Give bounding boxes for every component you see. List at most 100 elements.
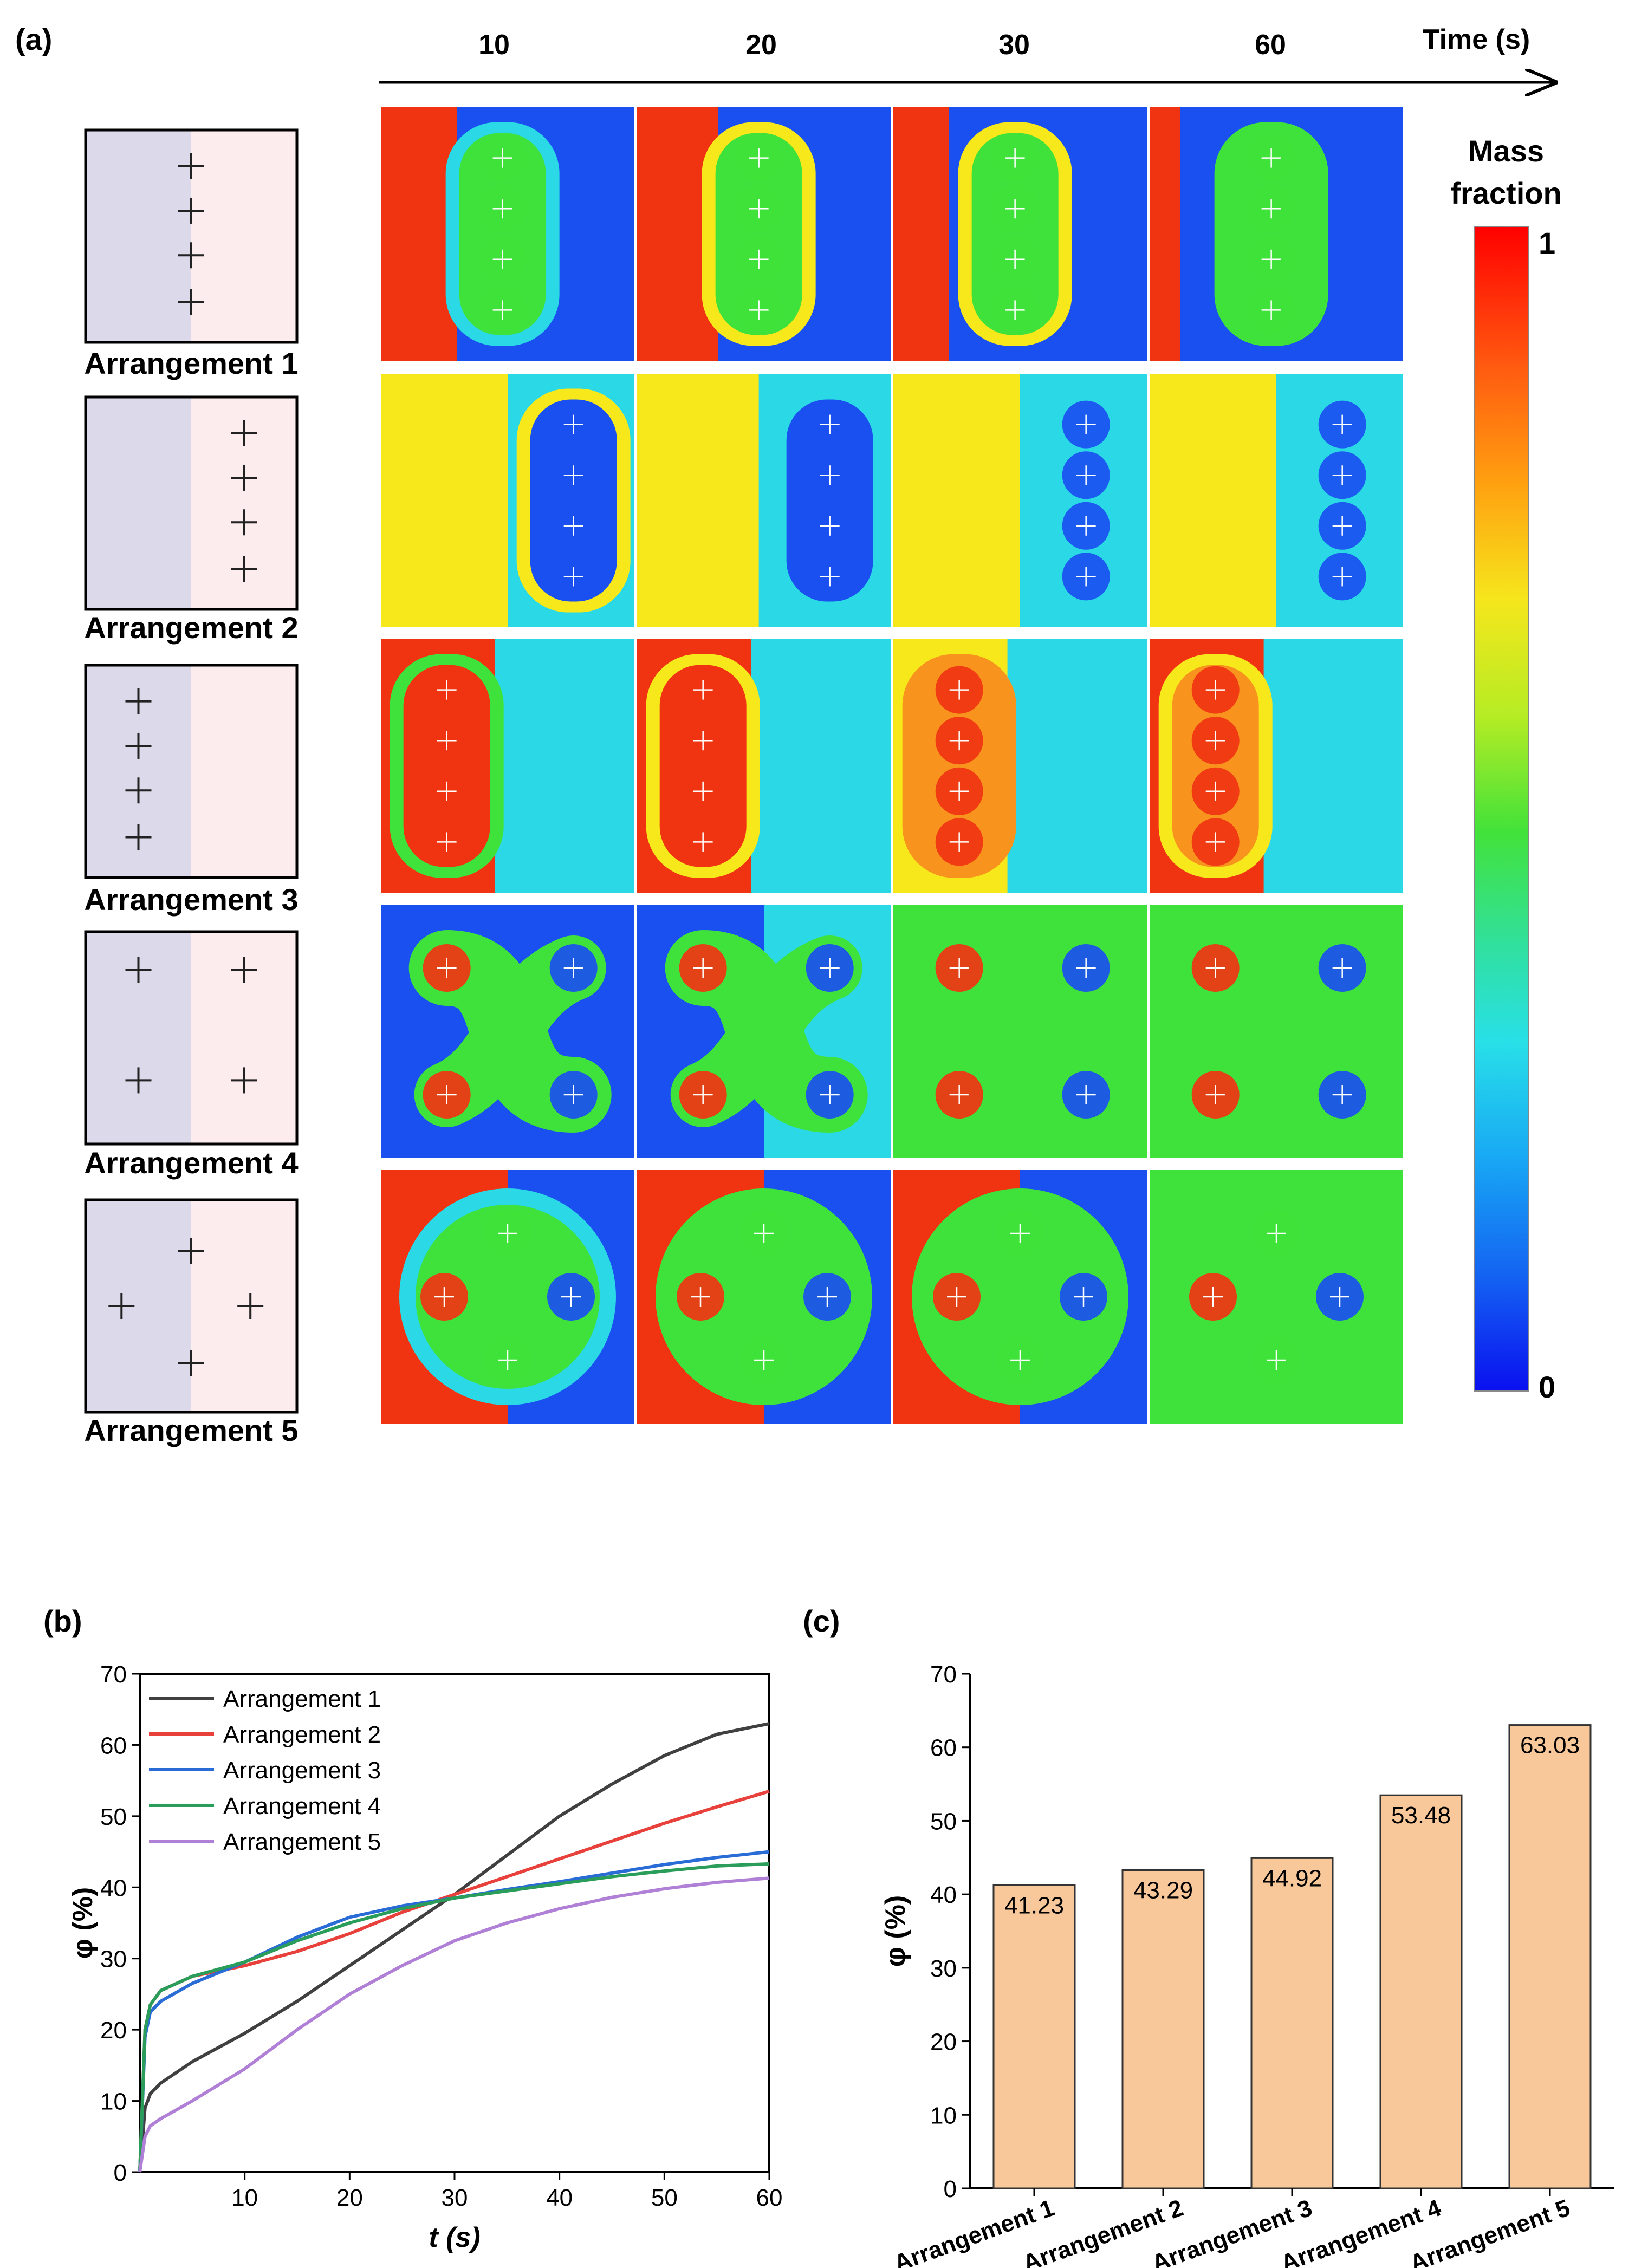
- contour-cell: [637, 107, 891, 361]
- y-tick-label: 50: [930, 1808, 957, 1835]
- bar: [1121, 1869, 1205, 2189]
- mixing-region: [928, 1205, 1112, 1389]
- bar-value-label: 63.03: [1520, 1732, 1580, 1759]
- impeller-cross-icon: [125, 777, 152, 804]
- schematic-border: [84, 1198, 299, 1414]
- impeller-cross-icon: [231, 464, 257, 491]
- mixing-region: [530, 399, 617, 602]
- y-axis-label: φ (%): [67, 1887, 99, 1959]
- arrangement-schematic: [84, 930, 299, 1146]
- contour-cell: [637, 1170, 891, 1424]
- y-tick-label: 70: [100, 1661, 127, 1688]
- schematic-border: [84, 930, 299, 1146]
- series-line: [138, 1722, 770, 2173]
- impeller-cross-icon: [108, 1293, 135, 1319]
- legend-label: Arrangement 2: [223, 1721, 381, 1748]
- cell-left-fluid: [893, 107, 949, 361]
- contour-cell: [893, 905, 1147, 1158]
- mixing-region: [715, 133, 802, 335]
- mixing-region: [971, 133, 1059, 335]
- impeller-cross-icon: [231, 556, 257, 582]
- mixing-region: [1228, 133, 1315, 335]
- contour-cell: [1150, 1170, 1403, 1424]
- impeller-cross-icon: [231, 509, 257, 536]
- mixing-region: [403, 665, 490, 867]
- contour-cell: [637, 905, 891, 1158]
- arrangement-schematic: [84, 1198, 299, 1414]
- contour-cell: [381, 1170, 634, 1424]
- x-tick-label: 50: [651, 2185, 678, 2211]
- left-fluid-region: [86, 1200, 191, 1412]
- y-tick-label: 30: [930, 1955, 957, 1982]
- mixing-region: [1172, 665, 1259, 867]
- time-tick-label: 60: [1255, 29, 1286, 61]
- mixing-region: [926, 935, 1119, 1127]
- y-tick-label: 50: [100, 1804, 127, 1830]
- impeller-cross-icon: [125, 688, 152, 714]
- legend-label: Arrangement 4: [223, 1793, 381, 1819]
- schematic-border: [84, 395, 299, 611]
- y-tick-label: 20: [930, 2029, 957, 2056]
- arrangement-label: Arrangement 1: [84, 346, 298, 380]
- contour-cell: [381, 107, 634, 361]
- impeller-cross-icon: [125, 732, 152, 759]
- contour-cell: [1150, 374, 1403, 627]
- line-chart: 0 10 20 30 40 50 60 70 10 20 30 40 50 60 t (s) φ (%) Arr…: [67, 1661, 782, 2253]
- x-tick-label: 40: [546, 2185, 573, 2211]
- bar: [1250, 1857, 1334, 2189]
- y-tick-label: 30: [100, 1946, 127, 1973]
- cell-left-fluid: [893, 374, 1020, 627]
- impeller-cross-icon: [178, 242, 204, 269]
- schematic-border: [84, 664, 299, 879]
- mixing-region: [416, 1205, 600, 1389]
- contour-cell: [637, 639, 891, 893]
- panel-c-label: (c): [803, 1604, 840, 1638]
- legend-label: Arrangement 3: [223, 1757, 381, 1784]
- y-tick-label: 60: [100, 1732, 127, 1759]
- cell-left-fluid: [381, 107, 457, 361]
- colorbar-title: Mass: [1468, 134, 1544, 168]
- arrangement-schematics: Arrangement 1 Arrangement 2 Arrangement 3 A…: [84, 128, 299, 1447]
- bar-value-label: 53.48: [1391, 1802, 1451, 1829]
- mixing-region: [786, 399, 873, 602]
- mixing-region: [659, 665, 747, 867]
- legend-label: Arrangement 1: [223, 1686, 381, 1712]
- colorbar-gradient: [1474, 226, 1529, 1392]
- impeller-cross-icon: [178, 1238, 204, 1264]
- x-tick-label: 20: [336, 2185, 363, 2211]
- mixing-region: [670, 935, 862, 1127]
- bar: [1508, 1724, 1592, 2189]
- bar-value-label: 44.92: [1262, 1865, 1322, 1892]
- y-tick-label: 40: [100, 1875, 127, 1901]
- colorbar: Mass fraction 1 0: [1450, 134, 1561, 1404]
- panel-b: (b) 0 10 20 30 40 50 60 70 10 20 30 40 50 60 t (s) φ (%…: [43, 1604, 782, 2253]
- contour-cell: [381, 905, 634, 1158]
- arrangement-schematic: [84, 664, 299, 879]
- cell-left-fluid: [381, 374, 508, 627]
- bar-value-label: 43.29: [1133, 1877, 1193, 1903]
- time-tick-label: 20: [745, 29, 777, 61]
- arrangement-label: Arrangement 3: [84, 882, 298, 917]
- mixing-region: [414, 935, 606, 1127]
- colorbar-title: fraction: [1450, 176, 1561, 210]
- mixing-region: [1183, 935, 1375, 1127]
- mixing-region: [1299, 399, 1386, 602]
- contour-grid: [381, 107, 1403, 1424]
- x-tick-label: 10: [231, 2185, 258, 2211]
- contour-cell: [1150, 905, 1403, 1158]
- impeller-cross-icon: [237, 1293, 264, 1319]
- arrangement-schematic: [84, 128, 299, 344]
- cell-left-fluid: [1150, 107, 1180, 361]
- panel-a: (a) 10 20 30 60 Time (s) Arrangement 1Ar…: [15, 22, 1562, 1447]
- left-fluid-region: [86, 397, 191, 609]
- colorbar-max-label: 1: [1539, 226, 1555, 260]
- impeller-cross-icon: [125, 1067, 152, 1094]
- schematic-border: [84, 128, 299, 344]
- contour-cell: [1150, 639, 1403, 893]
- series-line: [138, 1876, 770, 2173]
- legend-label: Arrangement 5: [223, 1829, 381, 1855]
- impeller-cross-icon: [178, 153, 204, 179]
- arrangement-label: Arrangement 2: [84, 610, 298, 645]
- bar-value-label: 41.23: [1004, 1892, 1064, 1919]
- right-fluid-region: [191, 665, 297, 878]
